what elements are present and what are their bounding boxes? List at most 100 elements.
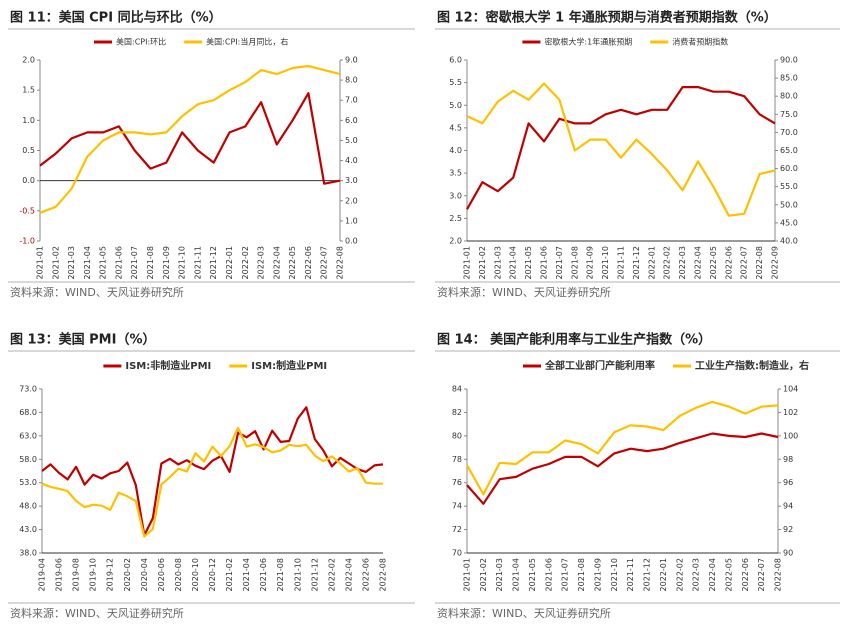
y2-tick-label: 9.0	[345, 56, 358, 65]
figure-title: 图 13：美国 PMI（%）	[10, 332, 155, 348]
x-tick-label: 2022-09	[771, 246, 780, 279]
x-tick-label: 2021-10	[610, 558, 619, 591]
y-tick-label: 4.5	[449, 123, 462, 132]
x-tick-label: 2022-05	[709, 246, 718, 279]
y2-tick-label: 4.0	[345, 156, 358, 165]
x-tick-label: 2021-04	[509, 246, 518, 279]
x-tick-label: 2022-02	[663, 246, 672, 279]
x-tick-label: 2021-08	[146, 246, 155, 279]
y-tick-label: 1.0	[22, 116, 35, 125]
x-tick-label: 2021-06	[540, 246, 549, 279]
x-tick-label: 2020-02	[123, 558, 132, 591]
x-tick-label: 2021-06	[259, 558, 268, 591]
y-tick-label: 2.0	[449, 237, 462, 246]
x-tick-label: 2021-04	[242, 558, 251, 591]
y-tick-label: 53.0	[19, 478, 37, 487]
y-tick-label: 2.5	[449, 214, 462, 223]
y2-tick-label: 70.0	[780, 128, 798, 137]
x-tick-label: 2020-06	[157, 558, 166, 591]
x-tick-label: 2022-03	[692, 558, 701, 591]
series-line	[466, 82, 776, 217]
y2-tick-label: 98	[783, 455, 793, 464]
x-tick-label: 2019-10	[89, 558, 98, 591]
y-tick-label: 1.5	[22, 86, 35, 95]
y2-tick-label: 60.0	[780, 164, 798, 173]
y-tick-label: 70	[452, 549, 462, 558]
y-tick-label: 0.0	[22, 176, 35, 185]
x-tick-label: 2022-08	[774, 558, 783, 591]
x-tick-label: 2020-10	[191, 558, 200, 591]
x-tick-label: 2021-07	[130, 246, 139, 279]
legend-label: 美国:CPI:环比	[116, 37, 166, 47]
y2-tick-label: 5.0	[345, 136, 358, 145]
figure-title: 图 11：美国 CPI 同比与环比（%）	[10, 10, 222, 26]
x-tick-label: 2021-10	[601, 246, 610, 279]
y2-tick-label: 65.0	[780, 146, 798, 155]
y2-tick-label: 55.0	[780, 182, 798, 191]
y2-tick-label: 92	[783, 525, 793, 534]
x-tick-label: 2020-04	[140, 558, 149, 591]
y2-tick-label: 85.0	[780, 74, 798, 83]
x-tick-label: 2021-08	[276, 558, 285, 591]
y-tick-label: 74	[452, 502, 462, 511]
x-tick-label: 2021-09	[162, 246, 171, 279]
y2-tick-label: 7.0	[345, 96, 358, 105]
figure-title: 图 12：密歇根大学 1 年通胀预期与消费者预期指数（%）	[437, 10, 777, 26]
y2-tick-label: 80.0	[780, 92, 798, 101]
x-tick-label: 2021-09	[593, 558, 602, 591]
series-line	[41, 406, 384, 537]
x-tick-label: 2021-03	[495, 558, 504, 591]
y-tick-label: 76	[452, 478, 462, 487]
x-tick-label: 2021-12	[632, 246, 641, 279]
x-tick-label: 2022-08	[755, 246, 764, 279]
y2-tick-label: 100	[783, 431, 798, 440]
y2-tick-label: 3.0	[345, 176, 358, 185]
legend-label: 消费者预期指数	[672, 37, 728, 47]
x-tick-label: 2021-02	[479, 558, 488, 591]
x-tick-label: 2021-08	[577, 558, 586, 591]
x-tick-label: 2022-01	[647, 246, 656, 279]
x-tick-label: 2022-04	[272, 246, 281, 279]
x-tick-label: 2021-03	[67, 246, 76, 279]
series-line	[39, 92, 341, 185]
source-note: 资料来源：WIND、天风证券研究所	[10, 606, 184, 620]
legend-label: 全部工业部门产能利用率	[544, 359, 655, 372]
y-tick-label: 72	[452, 525, 462, 534]
legend-label: 工业生产指数:制造业，右	[695, 359, 809, 372]
y-tick-label: -1.0	[19, 237, 35, 246]
x-tick-label: 2021-05	[524, 246, 533, 279]
y-tick-label: 5.0	[449, 101, 462, 110]
y2-tick-label: 90.0	[780, 56, 798, 65]
y-tick-label: 4.0	[449, 146, 462, 155]
y-tick-label: 48.0	[19, 502, 37, 511]
series-line	[466, 400, 779, 496]
y-tick-label: 80	[452, 431, 462, 440]
x-tick-label: 2022-01	[659, 558, 668, 591]
x-tick-label: 2022-08	[336, 246, 345, 279]
y2-tick-label: 75.0	[780, 110, 798, 119]
x-tick-label: 2021-12	[310, 558, 319, 591]
y-tick-label: 73.0	[19, 385, 37, 394]
legend-label: ISM:非制造业PMI	[125, 359, 211, 372]
x-tick-label: 2019-06	[55, 558, 64, 591]
y2-tick-label: 102	[783, 408, 798, 417]
x-tick-label: 2020-08	[174, 558, 183, 591]
x-tick-label: 2021-01	[463, 558, 472, 591]
y-tick-label: 2.0	[22, 56, 35, 65]
x-tick-label: 2022-05	[724, 558, 733, 591]
x-tick-label: 2021-11	[626, 558, 635, 591]
legend-label: 美国:CPI:当月同比，右	[206, 37, 288, 47]
x-tick-label: 2021-06	[544, 558, 553, 591]
x-tick-label: 2022-02	[327, 558, 336, 591]
figure-title: 图 14： 美国产能利用率与工业生产指数（%）	[437, 332, 711, 348]
x-tick-label: 2022-07	[757, 558, 766, 591]
y-tick-label: 5.5	[449, 78, 462, 87]
x-tick-label: 2021-01	[36, 246, 45, 279]
y-tick-label: 3.0	[449, 191, 462, 200]
x-tick-label: 2021-02	[225, 558, 234, 591]
y2-tick-label: 8.0	[345, 76, 358, 85]
x-tick-label: 2022-04	[344, 558, 353, 591]
y-tick-label: 43.0	[19, 525, 37, 534]
x-tick-label: 2022-07	[740, 246, 749, 279]
